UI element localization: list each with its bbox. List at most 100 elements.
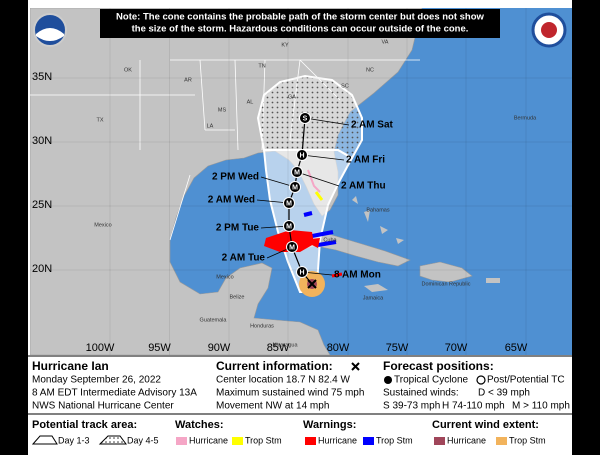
track-point-letter: M [292,184,298,191]
day13-icon [31,435,58,445]
track-time-label: 2 PM Tue [216,223,260,234]
place-label: Nicaragua [272,342,298,348]
panel-text: Day 4-5 [127,435,159,445]
track-time-label: 8 AM Mon [334,270,381,281]
panel-text: M > 110 mph [512,401,570,412]
legend-heading: Current wind extent: [432,419,539,431]
legend-swatch [434,437,445,445]
track-point-letter: M [294,169,300,176]
legend-swatch [176,437,187,445]
place-label: KY [281,42,289,48]
track-point [299,112,311,124]
panel-text: Hurricane [447,435,486,445]
place-label: Belize [230,294,245,300]
place-label: VA [382,39,389,45]
place-label: OK [124,67,132,73]
post-tc-icon [476,375,486,385]
latitude-label: 30N [32,135,52,147]
track-leader [296,171,340,187]
panel-text: Day 1-3 [58,435,90,445]
track-point-letter: H [299,152,304,159]
nws-logo-center [541,22,557,38]
place-label: Cuba [323,237,337,243]
longitude-label: 75W [386,342,409,354]
place-label: Bermuda [514,115,537,121]
track-time-label: 2 PM Wed [212,172,259,183]
panel-text: Monday September 26, 2022 [32,375,161,386]
legend-swatch [305,437,316,445]
track-leader [301,154,345,161]
panel-text: Maximum sustained wind 75 mph [216,388,364,399]
place-label: TX [96,117,103,123]
place-label: LA [207,123,214,129]
note-text: Note: The cone contains the probable pat… [116,12,484,23]
longitude-label: 100W [86,342,115,354]
current-icon [351,362,360,371]
trop-storm-watch [314,191,324,201]
panel-text: Trop Stm [245,435,282,445]
panel-text: D < 39 mph [478,388,530,399]
track-point-letter: M [286,200,292,207]
track-point [296,266,308,278]
latitude-label: 20N [32,263,52,275]
place-label: AL [247,99,254,105]
track-time-label: 2 AM Fri [346,155,385,166]
track-point-letter: M [289,244,295,251]
latitude-label: 35N [32,71,52,83]
track-point-letter: H [299,269,304,276]
track-point [283,220,295,232]
place-label: TN [258,63,265,69]
hispaniola [419,261,473,283]
bahamas [352,196,404,244]
place-label: SC [341,83,349,89]
place-label: Honduras [250,323,274,329]
legend-swatch [363,437,374,445]
longitude-label: 95W [148,342,171,354]
panel-text: H 74-110 mph [442,401,505,412]
current-position [307,279,317,289]
note-box [100,9,500,38]
legend-heading: Potential track area: [32,419,137,431]
panel-text: Hurricane [318,435,357,445]
track-point [296,149,308,161]
track-leader [304,117,350,126]
panel-text: Hurricane [189,435,228,445]
tropical-cyclone-icon [384,376,392,384]
noaa-logo-bird [36,28,64,41]
hurricane-watch [307,169,321,193]
hurricane-warning [331,272,343,278]
longitude-label: 65W [505,342,528,354]
panel-text: NWS National Hurricane Center [32,401,174,412]
legend-heading: Watches: [175,419,224,431]
note-text: the size of the storm. Hazardous conditi… [132,24,469,35]
track-point [289,181,301,193]
track-time-label: 2 AM Sat [351,120,394,131]
panel-text: Movement NW at 14 mph [216,401,329,412]
jamaica [364,284,388,292]
track-point-letter: S [303,115,308,122]
day45-icon [98,435,127,445]
track-point [286,241,298,253]
latitude-label: 25N [32,199,52,211]
panel-heading: Current information: [216,359,333,373]
track-point [291,166,303,178]
legend-swatch [232,437,243,445]
longitude-label: 90W [208,342,231,354]
track-time-label: 2 AM Wed [208,195,255,206]
legend-swatch [496,437,507,445]
panel-text: Trop Stm [509,435,546,445]
place-label: NC [366,67,374,73]
panel-text: Trop Stm [376,435,413,445]
longitude-label: 70W [445,342,468,354]
track-point-letter: M [286,223,292,230]
place-label: Dominican Republic [422,281,471,287]
panel-heading: Forecast positions: [383,359,494,373]
panel-text: Sustained winds: [383,388,459,399]
panel-heading: Hurricane Ian [32,359,109,373]
place-label: Jamaica [363,295,384,301]
place-label: Mexico [216,274,233,280]
place-label: MS [218,107,227,113]
place-label: GA [288,94,296,100]
longitude-label: 85W [267,342,290,354]
